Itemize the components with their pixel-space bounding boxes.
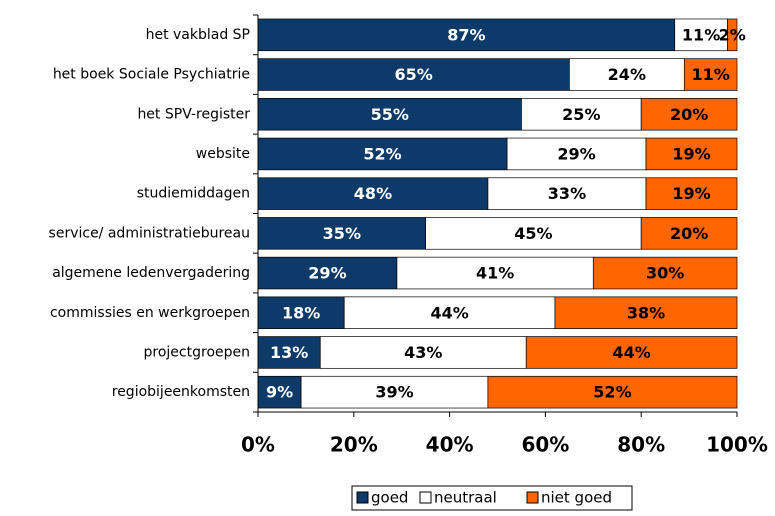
x-tick-label: 0% — [241, 433, 275, 457]
bar-segment — [683, 58, 738, 91]
bar-segment — [257, 296, 345, 329]
y-tick-label: projectgroepen — [144, 344, 250, 360]
value-label: 18% — [282, 303, 320, 322]
bar-segment — [257, 177, 489, 210]
y-tick-label: het SPV-register — [137, 106, 250, 122]
value-label: 24% — [608, 65, 646, 84]
bar-segment — [300, 375, 489, 409]
legend-label: niet goed — [541, 489, 612, 507]
y-tick-label: algemene ledenvergadering — [52, 265, 250, 281]
y-tick-label: commissies en werkgroepen — [50, 305, 250, 321]
bar-segment — [487, 375, 738, 409]
bar-segment — [257, 18, 676, 52]
bar-segment — [645, 177, 738, 210]
bar-segment — [592, 256, 738, 290]
bar-segment — [640, 217, 738, 250]
value-label: 41% — [476, 264, 514, 283]
value-label: 29% — [557, 144, 595, 163]
value-label: 39% — [375, 383, 413, 402]
bar-segment — [257, 256, 398, 290]
x-tick-label: 100% — [706, 433, 768, 457]
bar-segment — [554, 296, 738, 329]
legend-swatch — [526, 491, 539, 504]
bar-segment — [674, 18, 728, 52]
y-tick-label: service/ administratiebureau — [49, 225, 250, 241]
value-label: 52% — [593, 383, 631, 402]
value-label: 43% — [404, 343, 442, 362]
y-tick-label: studiemiddagen — [137, 186, 250, 202]
x-tick-label: 40% — [426, 433, 474, 457]
value-label: 20% — [670, 105, 708, 124]
value-label: 9% — [266, 383, 293, 402]
legend-swatch — [356, 491, 369, 504]
bar-segment — [568, 58, 685, 91]
value-label: 33% — [548, 184, 586, 203]
value-label: 11% — [692, 65, 730, 84]
value-label: 19% — [672, 184, 710, 203]
value-label: 87% — [447, 25, 485, 44]
y-tick-label: het boek Sociale Psychiatrie — [53, 67, 250, 83]
x-tick-label: 20% — [330, 433, 378, 457]
value-label: 30% — [646, 264, 684, 283]
bar-segment — [645, 137, 738, 171]
legend — [351, 485, 633, 511]
x-tick-label: 60% — [521, 433, 569, 457]
value-label: 25% — [562, 105, 600, 124]
value-label: 52% — [363, 144, 401, 163]
bar-segment — [257, 375, 302, 409]
bar-segment — [521, 98, 642, 131]
bar-segment — [257, 98, 522, 131]
value-label: 48% — [354, 184, 392, 203]
value-label: 2% — [719, 25, 746, 44]
y-tick-label: regiobijeenkomsten — [112, 384, 250, 400]
value-label: 19% — [672, 144, 710, 163]
y-tick-label: het vakblad SP — [146, 27, 250, 43]
value-label: 38% — [627, 303, 665, 322]
value-label: 55% — [371, 105, 409, 124]
bar-segment — [257, 58, 570, 91]
bar-segment — [525, 336, 738, 369]
bar-segment — [257, 217, 426, 250]
value-label: 65% — [395, 65, 433, 84]
value-label: 20% — [670, 224, 708, 243]
bar-segment — [487, 177, 647, 210]
value-label: 13% — [270, 343, 308, 362]
legend-label: neutraal — [434, 489, 497, 507]
bar-segment — [257, 336, 321, 369]
value-label: 35% — [323, 224, 361, 243]
bar-segment — [257, 137, 508, 171]
bar-segment — [727, 18, 738, 52]
value-label: 29% — [308, 264, 346, 283]
y-tick-label: website — [196, 146, 250, 162]
legend-label: goed — [371, 489, 408, 507]
bar-segment — [506, 137, 647, 171]
value-label: 11% — [682, 25, 720, 44]
value-label: 44% — [430, 303, 468, 322]
value-label: 44% — [612, 343, 650, 362]
value-label: 45% — [514, 224, 552, 243]
bar-segment — [396, 256, 594, 290]
bar-segment — [640, 98, 738, 131]
x-tick-label: 80% — [617, 433, 665, 457]
legend-swatch — [419, 491, 432, 504]
